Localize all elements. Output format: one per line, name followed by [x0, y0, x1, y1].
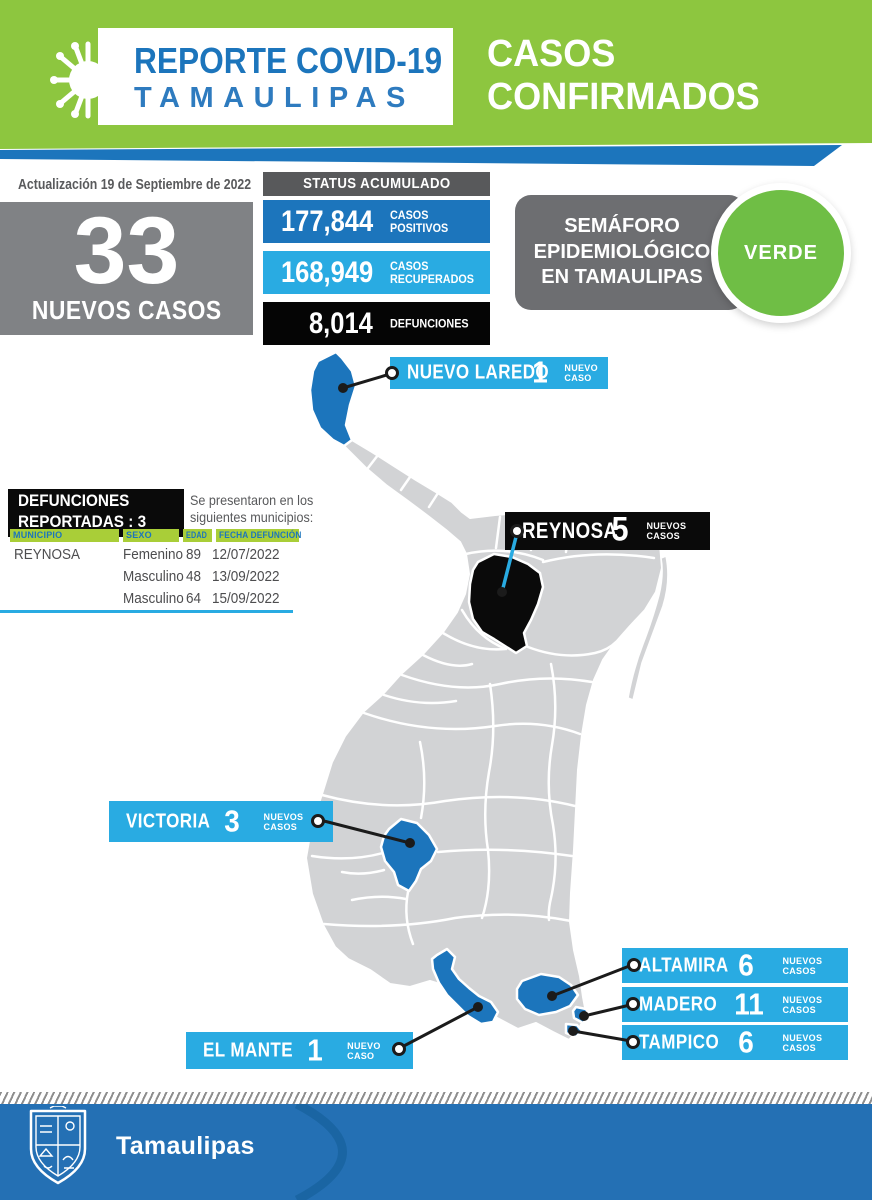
death-row-1-date: 12/07/2022: [212, 546, 280, 563]
label-name: ALTAMIRA: [639, 954, 729, 976]
semaforo-title: SEMÁFORO EPIDEMIOLÓGICO EN TAMAULIPAS: [533, 215, 711, 289]
coat-of-arms-icon: [29, 1106, 87, 1185]
municipal-borders: [310, 453, 656, 946]
death-row-2-sex: Masculino: [123, 568, 184, 585]
death-row-3-date: 15/09/2022: [212, 590, 280, 607]
label-count: 1: [307, 1031, 324, 1067]
positivos-label: CASOS POSITIVOS: [390, 207, 449, 235]
municipality-reynosa: [467, 552, 545, 655]
footer-arc: [294, 1104, 347, 1200]
death-row-2-age: 48: [186, 568, 202, 585]
death-row-2-date: 13/09/2022: [212, 568, 280, 585]
death-row-1-age: 89: [186, 546, 202, 563]
label-caption: NUEVO CASO: [564, 362, 598, 383]
label-caption: NUEVO CASO: [347, 1040, 381, 1061]
label-caption: NUEVOS CASOS: [263, 811, 304, 832]
label-name: EL MANTE: [203, 1039, 293, 1061]
recuperados-label: CASOS RECUPERADOS: [390, 258, 475, 286]
footer-hatch-divider: [0, 1092, 872, 1104]
report-title-line1: REPORTE COVID-19: [134, 40, 443, 81]
defunciones-label: DEFUNCIONES: [390, 315, 469, 330]
death-row-1-sex: Femenino: [123, 546, 184, 563]
update-date: Actualización 19 de Septiembre de 2022: [18, 176, 252, 193]
deaths-note: Se presentaron en los siguientes municip…: [190, 492, 314, 525]
label-count: 5: [611, 510, 629, 549]
header-right-line2: CONFIRMADOS: [487, 76, 760, 118]
footer-brand: Tamaulipas: [116, 1132, 255, 1160]
death-row-3-sex: Masculino: [123, 590, 184, 607]
status-bar-positivos: 177,844 CASOS POSITIVOS: [263, 200, 490, 243]
label-count: 6: [738, 946, 755, 982]
label-name: MADERO: [639, 993, 718, 1015]
status-header: STATUS ACUMULADO: [263, 172, 490, 196]
col-header-edad: EDAD: [183, 529, 212, 542]
map-label-reynosa: REYNOSA 5 NUEVOS CASOS: [505, 510, 710, 550]
col-header-municipio: MUNICIPIO: [10, 529, 119, 542]
label-count: 3: [224, 802, 240, 838]
header-title-box: [98, 28, 453, 125]
deaths-divider: [0, 610, 293, 613]
label-name: REYNOSA: [522, 518, 618, 543]
col-header-sexo: SEXO: [123, 529, 179, 542]
map-label-victoria: VICTORIA 3 NUEVOS CASOS: [109, 801, 333, 842]
label-caption: NUEVOS CASOS: [782, 994, 823, 1015]
report-title-line2: TAMAULIPAS: [134, 82, 415, 114]
footer-band: [0, 1104, 872, 1200]
map-label-tampico: TAMPICO 6 NUEVOS CASOS: [622, 1023, 848, 1060]
semaforo-box: SEMÁFORO EPIDEMIOLÓGICO EN TAMAULIPAS: [515, 195, 745, 310]
new-cases-box: 33 NUEVOS CASOS: [0, 202, 253, 335]
new-cases-number: 33: [73, 198, 180, 304]
map-label-madero: MADERO 11 NUEVOS CASOS: [622, 985, 848, 1022]
label-caption: NUEVOS CASOS: [782, 955, 823, 976]
municipality-nuevo-laredo: [308, 350, 358, 448]
positivos-number: 177,844: [281, 204, 374, 238]
virus-icon: [50, 41, 107, 119]
label-count: 6: [738, 1023, 755, 1059]
label-count: 11: [733, 985, 764, 1021]
header-right-line1: CASOS: [487, 33, 616, 75]
label-name: NUEVO LAREDO: [407, 361, 550, 384]
map-label-el-mante: EL MANTE 1 NUEVO CASO: [186, 1032, 413, 1069]
label-count: 1: [532, 354, 549, 390]
death-row-3-age: 64: [186, 590, 202, 607]
recuperados-number: 168,949: [281, 255, 374, 289]
label-name: VICTORIA: [126, 810, 211, 832]
semaforo-level-badge: VERDE: [711, 183, 851, 323]
map-label-altamira: ALTAMIRA 6 NUEVOS CASOS: [622, 946, 848, 983]
deaths-municipality: REYNOSA: [14, 546, 81, 563]
new-cases-label: NUEVOS CASOS: [31, 295, 222, 325]
status-bar-recuperados: 168,949 CASOS RECUPERADOS: [263, 251, 490, 294]
state-outline: [305, 358, 663, 1041]
label-caption: NUEVOS CASOS: [782, 1032, 823, 1053]
header-stripe: [0, 145, 842, 166]
label-caption: NUEVOS CASOS: [646, 520, 687, 541]
defunciones-number: 8,014: [309, 306, 373, 340]
status-bar-defunciones: 8,014 DEFUNCIONES: [263, 302, 490, 345]
col-header-fecha: FECHA DEFUNCIÓN: [216, 529, 301, 542]
map-label-nuevo-laredo: NUEVO LAREDO 1 NUEVO CASO: [390, 354, 608, 390]
coastal-sliver: [627, 554, 669, 702]
label-name: TAMPICO: [639, 1031, 720, 1053]
